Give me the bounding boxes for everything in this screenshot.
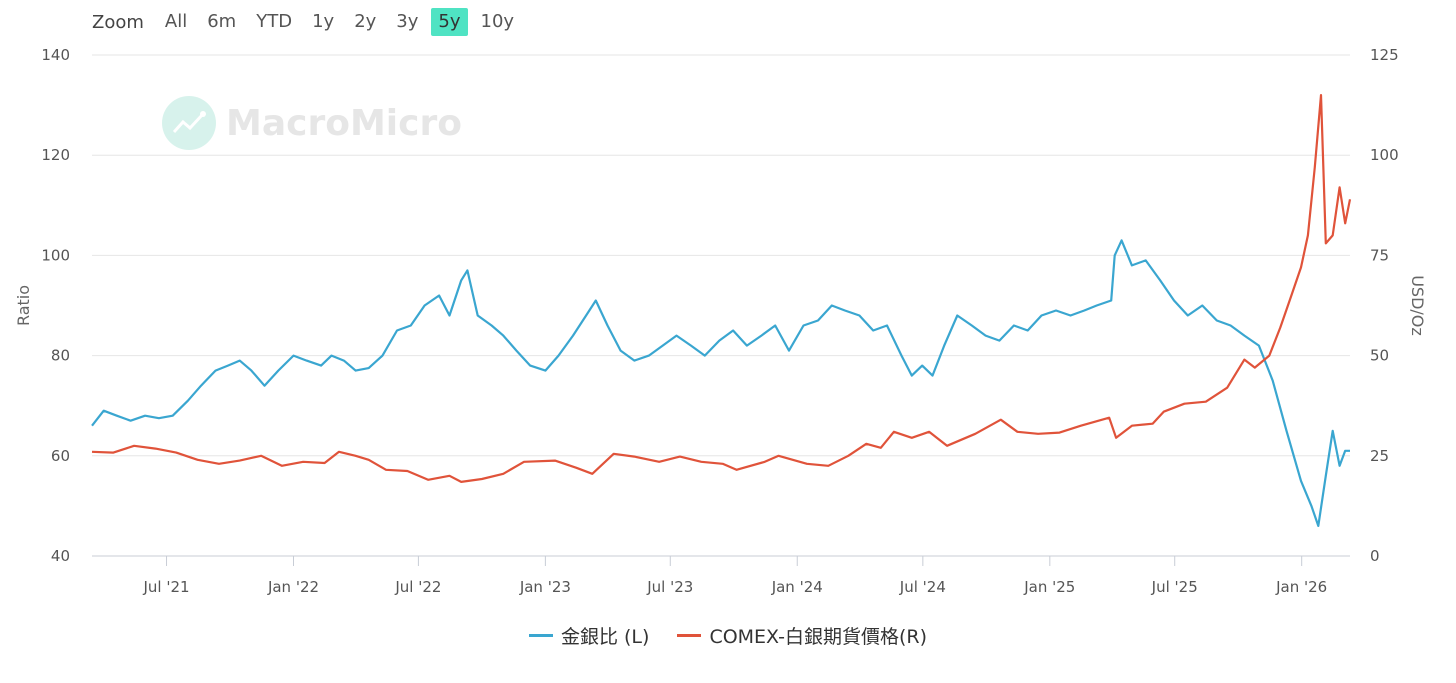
x-tick-label: Jul '24 [899, 578, 946, 596]
series-line-gold-silver-ratio [91, 239, 1350, 528]
y-right-tick-label: 75 [1370, 246, 1389, 264]
series-line-silver-futures [91, 93, 1352, 483]
zoom-1y-button[interactable]: 1y [312, 11, 335, 32]
zoom-ytd-button[interactable]: YTD [256, 11, 293, 32]
y-right-tick-label: 0 [1370, 547, 1380, 565]
line-chart-icon [162, 96, 216, 150]
legend-item-gold-silver-ratio[interactable]: 金銀比 (L) [528, 622, 650, 649]
y-left-tick-label: 120 [41, 146, 70, 164]
legend-label: COMEX-白銀期貨價格(R) [709, 626, 928, 648]
x-tick-label: Jan '23 [519, 578, 571, 596]
right-axis: 0 25 50 75 100 125 [1370, 46, 1399, 565]
y-axis-right-title: USD/Oz [1408, 275, 1427, 336]
x-tick-label: Jul '21 [142, 578, 189, 596]
y-right-tick-label: 125 [1370, 46, 1399, 64]
zoom-label: Zoom [92, 11, 144, 33]
chart: 40 60 80 100 120 140 0 25 50 75 100 125 Jul '21 Jan… [14, 46, 1427, 596]
y-right-tick-label: 50 [1370, 347, 1389, 365]
zoom-6m-button[interactable]: 6m [207, 11, 237, 32]
x-tick-label: Jan '25 [1023, 578, 1075, 596]
x-tick-label: Jan '22 [267, 578, 319, 596]
y-left-tick-label: 140 [41, 46, 70, 64]
legend-swatch [528, 634, 553, 637]
watermark: MacroMicro [162, 96, 462, 150]
y-left-tick-label: 80 [51, 347, 70, 365]
zoom-2y-button[interactable]: 2y [354, 11, 377, 32]
x-axis: Jul '21 Jan '22 Jul '22 Jan '23 Jul '23 Jan '… [142, 556, 1327, 596]
y-right-tick-label: 25 [1370, 447, 1389, 465]
watermark-text: MacroMicro [226, 102, 462, 144]
zoom-3y-button[interactable]: 3y [396, 11, 419, 32]
y-axis-left-title: Ratio [14, 285, 33, 326]
zoom-all-button[interactable]: All [164, 11, 188, 32]
x-tick-label: Jul '25 [1151, 578, 1198, 596]
y-left-tick-label: 60 [51, 447, 70, 465]
x-tick-label: Jul '23 [646, 578, 693, 596]
left-axis: 40 60 80 100 120 140 [41, 46, 70, 565]
y-left-tick-label: 100 [41, 246, 70, 264]
zoom-5y-button[interactable]: 5y [431, 8, 468, 36]
legend-item-silver-futures[interactable]: COMEX-白銀期貨價格(R) [677, 622, 927, 649]
grid [92, 54, 1350, 557]
series-lines [91, 93, 1352, 528]
legend-swatch [677, 634, 702, 637]
zoom-10y-button[interactable]: 10y [480, 11, 515, 32]
y-right-tick-label: 100 [1370, 146, 1399, 164]
x-tick-label: Jul '22 [394, 578, 441, 596]
x-tick-label: Jan '26 [1275, 578, 1327, 596]
y-left-tick-label: 40 [51, 547, 70, 565]
legend-label: 金銀比 (L) [560, 626, 650, 648]
legend: 金銀比 (L) COMEX-白銀期貨價格(R) [0, 622, 1456, 649]
zoom-bar: Zoom All 6m YTD 1y 2y 3y 5y 10y [92, 7, 527, 37]
x-tick-label: Jan '24 [771, 578, 823, 596]
